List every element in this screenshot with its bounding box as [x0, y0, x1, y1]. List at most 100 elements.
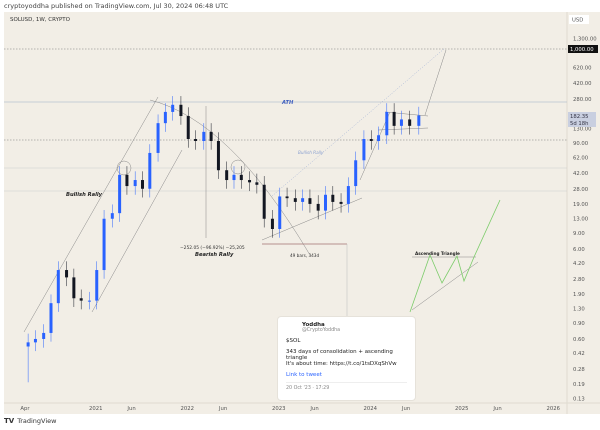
candle — [248, 180, 252, 183]
candle — [270, 218, 274, 229]
candle — [408, 119, 412, 126]
price-tick-label: 0.13 — [573, 397, 585, 403]
drawings[interactable] — [23, 47, 479, 333]
price-tick-label: 62.00 — [573, 156, 589, 162]
currency-box[interactable] — [569, 15, 589, 24]
candle — [102, 218, 106, 271]
brand-name: TradingView — [17, 417, 57, 425]
candle — [87, 300, 91, 302]
bar-countdown: 5d 18h — [570, 121, 589, 127]
candle — [399, 119, 403, 126]
candle — [232, 174, 236, 181]
triangle-support — [411, 261, 479, 311]
candle — [179, 104, 183, 117]
candle — [56, 270, 60, 304]
footer-brand[interactable]: TV TradingView — [4, 417, 56, 425]
time-tick-label: Apr — [20, 406, 30, 412]
candle — [369, 139, 373, 142]
candle — [385, 111, 389, 136]
triangle-label: Ascending Triangle — [415, 251, 460, 256]
candle — [125, 174, 129, 187]
candle — [33, 338, 37, 343]
candle — [323, 194, 327, 211]
candle — [293, 198, 297, 202]
candle — [362, 139, 366, 161]
candle — [285, 196, 289, 199]
tweet-author: Yoddha — [302, 322, 325, 328]
bearish-rally-label: Bearish Rally — [195, 252, 234, 258]
range-label: 49 bars, 343d — [290, 253, 319, 258]
time-tick-label: 2025 — [455, 406, 468, 412]
candle — [209, 131, 213, 142]
candle — [354, 160, 358, 187]
candle — [262, 184, 266, 219]
tweet-line: $SOL — [286, 338, 301, 344]
tweet-line: It's about time: https://t.co/1tsDXqShVw — [286, 361, 397, 367]
price-tick-label: 1.30 — [573, 307, 585, 313]
tweet-date: 20 Oct '23 · 17:29 — [286, 382, 407, 391]
price-tick-label: 420.00 — [573, 81, 592, 87]
candle — [417, 115, 421, 126]
time-tick-label: Jun — [218, 406, 227, 412]
candle — [202, 131, 206, 142]
candle — [339, 201, 343, 204]
candle — [110, 213, 114, 219]
candle — [72, 277, 76, 299]
triangle-top — [384, 111, 429, 117]
current-price: 182.35 — [570, 114, 589, 120]
candle — [331, 194, 335, 202]
level-1000-tag — [568, 45, 598, 53]
time-tick-label: 2022 — [181, 406, 194, 412]
candle — [148, 152, 152, 189]
channel-line — [23, 96, 159, 333]
candle — [49, 303, 53, 333]
highlight-circle — [116, 160, 132, 176]
publish-info: cryptoyoddha published on TradingView.co… — [4, 2, 229, 10]
candle — [301, 198, 305, 202]
candle — [79, 298, 83, 301]
price-tick-label: 13.00 — [573, 217, 589, 223]
price-tick-label: 9.00 — [573, 231, 585, 237]
highlight-circle — [230, 159, 246, 175]
price-tick-label: 0.28 — [573, 367, 585, 373]
bullish-rally-label-2: Bullish Rally — [298, 150, 324, 155]
channel-line — [91, 149, 183, 313]
time-tick-label: Jun — [126, 406, 135, 412]
time-tick-label: Jun — [401, 406, 410, 412]
price-tick-label: 130.00 — [573, 127, 592, 133]
candle — [133, 180, 137, 187]
price-tick-label: 280.00 — [573, 97, 592, 103]
candle — [156, 123, 160, 153]
price-tick-label: 90.00 — [573, 141, 589, 147]
measure-label: −252.05 (−96.92%) −25,205 — [180, 245, 245, 251]
symbol-label: SOLUSD, 1W, CRYPTO — [10, 17, 70, 23]
price-tick-label: 0.42 — [573, 351, 585, 357]
candle — [392, 111, 396, 126]
bearish-arc — [149, 99, 311, 256]
current-price-tag — [568, 112, 596, 127]
tweet-card[interactable]: Yoddha @CryptoYoddha $SOL 343 days of co… — [277, 316, 416, 401]
tweet-link[interactable]: Link to tweet — [286, 372, 322, 378]
price-tick-label: 2.80 — [573, 277, 585, 283]
candle — [239, 174, 243, 181]
price-tick-label: 620.00 — [573, 66, 592, 72]
time-tick-label: 2024 — [364, 406, 378, 412]
time-tick-label: 2023 — [272, 406, 285, 412]
candle — [225, 170, 229, 181]
candle — [140, 180, 144, 189]
candle — [194, 139, 198, 142]
candle — [278, 196, 282, 229]
price-tick-label: 1.90 — [573, 292, 585, 298]
time-tick-label: Jun — [309, 406, 318, 412]
candle — [26, 342, 30, 347]
projection-path[interactable] — [409, 199, 501, 313]
price-tick-label: 42.00 — [573, 171, 589, 177]
time-tick-label: 2026 — [547, 406, 561, 412]
candle — [255, 182, 259, 185]
candle — [65, 270, 69, 278]
candle — [163, 111, 167, 124]
tradingview-logo-icon: TV — [4, 417, 15, 425]
candle — [186, 116, 190, 139]
candle — [377, 135, 381, 142]
